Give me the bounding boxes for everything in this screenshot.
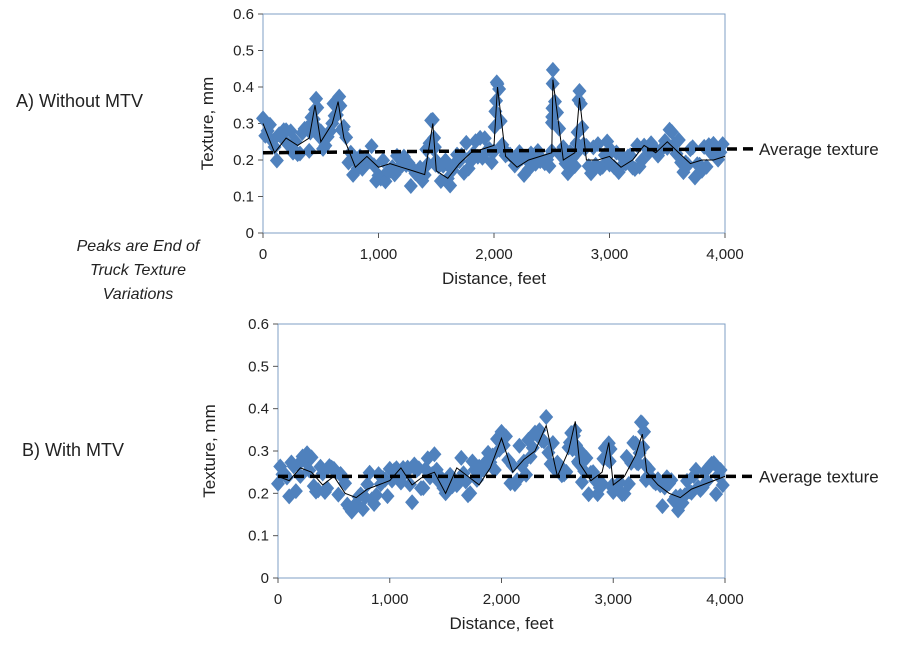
- data-point: [603, 441, 618, 458]
- data-point: [655, 498, 670, 515]
- data-point: [262, 116, 277, 133]
- data-point: [536, 433, 551, 450]
- data-point: [568, 422, 583, 439]
- data-point: [581, 486, 596, 503]
- average-texture-label: Average texture: [759, 467, 879, 486]
- y-axis-label: Texture, mm: [198, 77, 217, 171]
- data-point: [269, 152, 284, 169]
- chart-b: 0 0.1 0.2 0.3 0.4 0.5 0.6 0 1,000 2,000 3,000 4,000…: [200, 316, 879, 633]
- data-point: [637, 423, 652, 440]
- y-tick-label: 0.4: [233, 79, 254, 96]
- data-point: [380, 488, 395, 505]
- x-axis-label: Distance, feet: [442, 269, 546, 288]
- y-tick-label: 0.5: [233, 43, 254, 60]
- y-tick-label: 0.3: [248, 443, 269, 460]
- average-texture-line: [262, 147, 756, 155]
- data-point: [454, 449, 469, 466]
- data-point: [688, 461, 703, 478]
- data-point: [355, 501, 370, 518]
- y-tick-label: 0.1: [233, 189, 254, 206]
- data-point: [336, 118, 351, 135]
- y-tick-label: 0: [246, 225, 254, 242]
- data-point: [547, 93, 562, 110]
- y-tick-label: 0.6: [233, 6, 254, 23]
- panel-label-a: A) Without MTV: [16, 91, 143, 111]
- data-point: [602, 453, 617, 470]
- data-point: [572, 83, 587, 100]
- data-point: [595, 475, 610, 492]
- x-tick-label: 1,000: [371, 591, 409, 608]
- x-axis-label: Distance, feet: [450, 614, 554, 633]
- data-point: [525, 439, 540, 456]
- data-point: [671, 132, 686, 149]
- x-tick-label: 0: [259, 246, 267, 263]
- x-tick-label: 0: [274, 591, 282, 608]
- note-line-3: Variations: [103, 286, 174, 303]
- x-tick-label: 4,000: [706, 246, 744, 263]
- data-point: [331, 486, 346, 503]
- x-tick-label: 4,000: [706, 591, 744, 608]
- average-texture-label: Average texture: [759, 140, 879, 159]
- data-point: [484, 154, 499, 171]
- y-axis-label: Texture, mm: [200, 404, 219, 498]
- data-point: [685, 139, 700, 156]
- data-point: [302, 142, 317, 159]
- data-point: [512, 437, 527, 454]
- data-point: [443, 177, 458, 194]
- x-tick-label: 2,000: [475, 246, 513, 263]
- x-tick-label: 3,000: [594, 591, 632, 608]
- data-point: [567, 157, 582, 174]
- data-point: [288, 483, 303, 500]
- series-line: [262, 79, 726, 179]
- data-point: [463, 485, 478, 502]
- data-point: [360, 476, 375, 493]
- data-point: [425, 111, 440, 128]
- data-point: [492, 81, 507, 98]
- note-line-2: Truck Texture: [90, 262, 186, 279]
- data-point: [621, 475, 636, 492]
- data-point: [369, 487, 384, 504]
- x-tick-label: 1,000: [360, 246, 398, 263]
- y-tick-label: 0.4: [248, 401, 269, 418]
- data-point: [539, 409, 554, 426]
- data-point: [573, 95, 588, 112]
- note-line-1: Peaks are End of: [77, 238, 201, 255]
- data-point: [612, 474, 627, 491]
- x-tick-label: 3,000: [591, 246, 629, 263]
- y-tick-label: 0.3: [233, 116, 254, 133]
- x-tick-label: 2,000: [483, 591, 521, 608]
- data-point: [333, 97, 348, 114]
- data-point: [405, 494, 420, 511]
- data-point: [304, 449, 319, 466]
- data-point: [575, 119, 590, 136]
- y-tick-label: 0.2: [248, 485, 269, 502]
- data-point: [459, 134, 474, 151]
- data-point: [545, 61, 560, 78]
- chart-a: 0 0.1 0.2 0.3 0.4 0.5 0.6 0 1,000 2,000 3,000 4,000…: [198, 6, 879, 288]
- data-point: [699, 158, 714, 175]
- data-point: [579, 450, 594, 467]
- data-point: [542, 157, 557, 174]
- data-point: [681, 156, 696, 173]
- y-tick-label: 0: [261, 570, 269, 587]
- data-point: [709, 486, 724, 503]
- y-tick-label: 0.1: [248, 528, 269, 545]
- data-point: [403, 177, 418, 194]
- data-point: [477, 130, 492, 147]
- data-point: [416, 479, 431, 496]
- y-tick-label: 0.2: [233, 152, 254, 169]
- y-tick-label: 0.5: [248, 358, 269, 375]
- series-line: [277, 421, 726, 499]
- y-tick-label: 0.6: [248, 316, 269, 333]
- data-point: [427, 446, 442, 463]
- panel-label-b: B) With MTV: [22, 440, 124, 460]
- data-point: [713, 462, 728, 479]
- data-point: [715, 477, 730, 494]
- data-point: [402, 476, 417, 493]
- data-point: [493, 113, 508, 130]
- data-point: [288, 133, 303, 150]
